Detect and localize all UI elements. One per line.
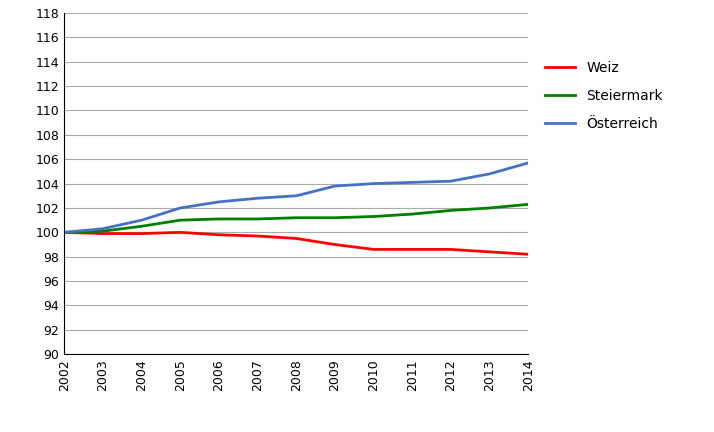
Line: Weiz: Weiz (64, 232, 528, 254)
Österreich (253, 196, 262, 201)
Weiz (369, 247, 378, 252)
Weiz (486, 249, 494, 254)
Steiermark (369, 214, 378, 219)
Weiz (292, 236, 301, 241)
Line: Steiermark: Steiermark (64, 204, 528, 232)
Weiz (60, 230, 69, 235)
Österreich (215, 199, 223, 204)
Steiermark (176, 218, 185, 223)
Weiz (137, 231, 146, 236)
Weiz (215, 232, 223, 237)
Legend: Weiz, Steiermark, Österreich: Weiz, Steiermark, Österreich (545, 61, 663, 130)
Österreich (292, 193, 301, 198)
Steiermark (524, 202, 533, 207)
Österreich (369, 181, 378, 186)
Österreich (99, 226, 107, 231)
Steiermark (253, 216, 262, 222)
Österreich (176, 205, 185, 210)
Line: Österreich: Österreich (64, 163, 528, 232)
Steiermark (137, 224, 146, 229)
Steiermark (447, 208, 456, 213)
Steiermark (99, 229, 107, 234)
Österreich (486, 171, 494, 176)
Weiz (408, 247, 416, 252)
Weiz (331, 242, 339, 247)
Steiermark (486, 205, 494, 210)
Steiermark (408, 212, 416, 217)
Steiermark (292, 215, 301, 220)
Österreich (137, 218, 146, 223)
Österreich (447, 178, 456, 184)
Österreich (60, 230, 69, 235)
Weiz (447, 247, 456, 252)
Weiz (253, 233, 262, 238)
Österreich (408, 180, 416, 185)
Weiz (176, 230, 185, 235)
Steiermark (215, 216, 223, 222)
Steiermark (60, 230, 69, 235)
Österreich (524, 160, 533, 165)
Weiz (99, 231, 107, 236)
Österreich (331, 184, 339, 189)
Weiz (524, 252, 533, 257)
Steiermark (331, 215, 339, 220)
